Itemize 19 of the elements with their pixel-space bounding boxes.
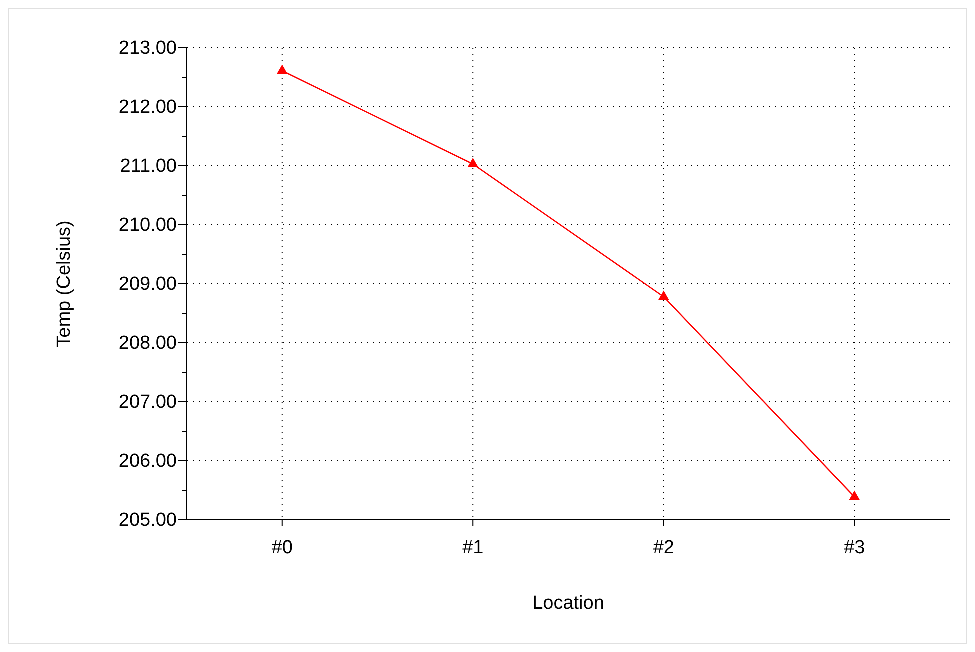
y-tick-label: 206.00 [118,451,177,472]
point [849,490,860,500]
x-axis-title: Location [532,593,604,614]
x-tick-label: #1 [462,538,484,559]
y-tick-label: 211.00 [120,156,177,178]
y-axis-title: Temp (Celsius) [54,220,75,348]
point [468,158,478,168]
point [277,64,288,74]
y-tick-label: 208.00 [118,333,177,354]
x-tick-label: #2 [653,538,674,559]
point [658,290,670,300]
y-tick-label: 205.00 [118,510,177,532]
y-tick-label: 207.00 [118,392,177,414]
x-tick-label: #0 [272,538,293,559]
y-tick-label: 213.00 [118,38,177,60]
y-tick-label: 212.00 [118,97,177,118]
y-tick-label: 210.00 [118,215,177,236]
x-tick-label: #3 [844,538,866,559]
y-tick-label: 209.00 [118,274,177,296]
